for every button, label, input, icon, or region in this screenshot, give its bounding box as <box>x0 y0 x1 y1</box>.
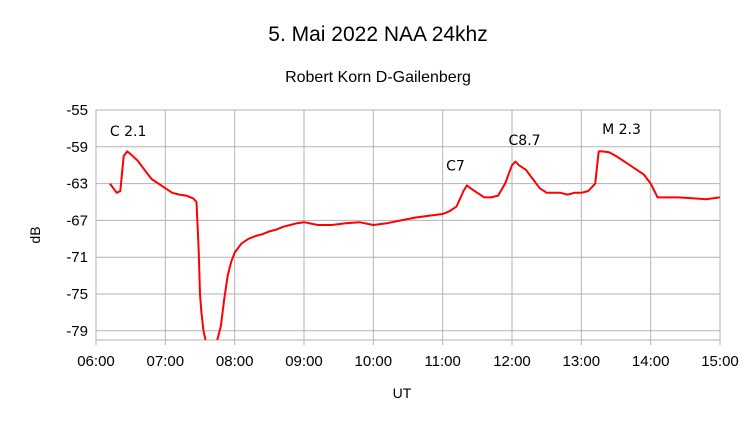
x-tick-label: 10:00 <box>355 353 393 370</box>
y-tick-label: -55 <box>66 102 88 119</box>
annotation-label: C8.7 <box>509 133 541 149</box>
x-tick-label: 06:00 <box>77 353 115 370</box>
x-tick-label: 12:00 <box>493 353 531 370</box>
y-tick-label: -59 <box>66 139 88 156</box>
x-tick-label: 08:00 <box>216 353 254 370</box>
y-tick-label: -67 <box>66 212 88 229</box>
annotation-label: M 2.3 <box>602 122 641 138</box>
annotation-label: C 2.1 <box>110 124 147 140</box>
series-layer <box>109 150 720 340</box>
x-tick-label: 15:00 <box>701 353 739 370</box>
y-axis-label: dB <box>27 226 43 243</box>
annotation-label: C7 <box>446 159 465 175</box>
x-tick-label: 09:00 <box>285 353 323 370</box>
y-tick-label: -79 <box>66 323 88 340</box>
y-axis: -55 -59 -63 -67 -71 -75 -79 <box>66 102 88 340</box>
chart-title: 5. Mai 2022 NAA 24khz <box>268 23 487 46</box>
x-tick-label: 11:00 <box>424 353 460 370</box>
x-axis-label: UT <box>393 385 412 401</box>
y-tick-label: -63 <box>66 176 88 193</box>
x-tick-label: 13:00 <box>563 353 601 370</box>
annotations: C 2.1 C7 C8.7 M 2.3 <box>110 122 641 175</box>
series-line <box>109 150 720 340</box>
x-axis: 06:00 07:00 08:00 09:00 10:00 11:00 12:00 13:00… <box>77 353 739 370</box>
y-tick-label: -71 <box>66 249 88 266</box>
x-tick-label: 14:00 <box>632 353 670 370</box>
y-tick-label: -75 <box>66 286 88 303</box>
x-tick-label: 07:00 <box>147 353 185 370</box>
plot-area <box>95 109 721 341</box>
grid <box>95 109 721 345</box>
chart-subtitle: Robert Korn D-Gailenberg <box>285 69 471 86</box>
